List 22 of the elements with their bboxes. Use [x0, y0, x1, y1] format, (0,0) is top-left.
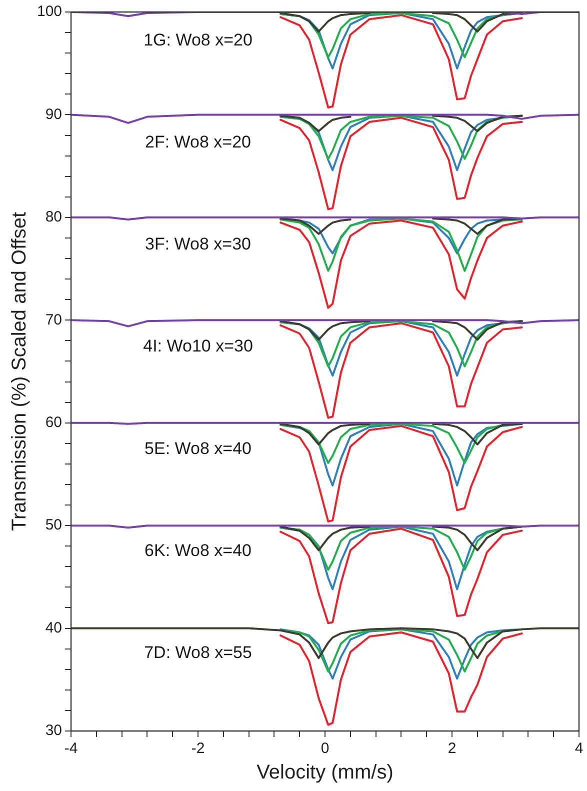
y-tick-label: 100 [36, 3, 62, 20]
x-tick-label: -4 [64, 740, 78, 758]
x-axis-title: Velocity (mm/s) [256, 762, 394, 784]
y-tick-label: 60 [45, 414, 62, 431]
annotation: 6K: Wo8 x=40 [144, 540, 252, 560]
x-tick-label: -2 [191, 740, 205, 758]
y-tick-label: 80 [45, 208, 62, 226]
annotation: 7D: Wo8 x=55 [144, 643, 252, 662]
annotation: 3F: Wo8 x=30 [145, 234, 252, 254]
x-tick-label: 2 [448, 740, 456, 758]
y-tick-label: 50 [45, 516, 62, 534]
y-tick-label: 70 [45, 311, 62, 328]
y-tick-label: 30 [45, 722, 62, 740]
y-tick-label: 40 [45, 619, 62, 636]
y-axis-title: Transmission (%) Scaled and Offset [8, 212, 31, 532]
annotation: 4I: Wo10 x=30 [143, 336, 253, 356]
x-tick-label: 0 [320, 740, 330, 758]
annotation: 1G: Wo8 x=20 [144, 30, 252, 50]
y-tick-label: 90 [45, 106, 62, 123]
x-tick-label: 4 [574, 740, 584, 758]
annotation: 5E: Wo8 x=40 [144, 438, 252, 458]
annotation: 2F: Wo8 x=20 [145, 132, 252, 152]
